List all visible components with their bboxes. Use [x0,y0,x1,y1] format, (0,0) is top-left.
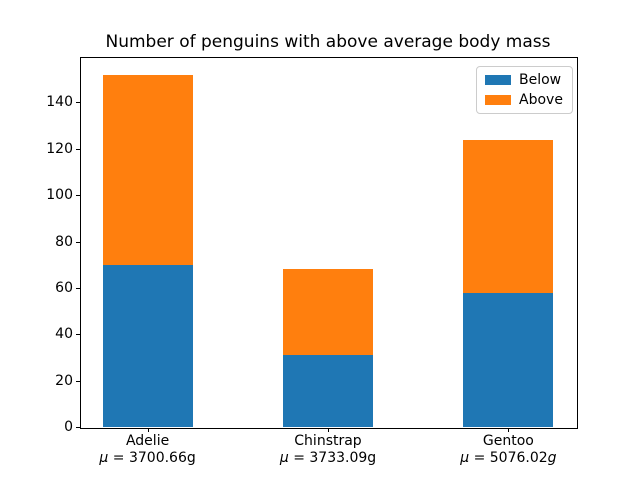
legend-label: Below [519,72,562,88]
y-tick-mark [76,102,80,104]
y-tick-mark [76,334,80,336]
y-tick-label: 40 [55,326,73,343]
y-tick-label: 80 [55,233,73,250]
y-tick-label: 140 [46,94,73,111]
category-name: Gentoo [482,433,534,449]
legend-label: Above [519,92,563,108]
bar-gentoo-above [463,139,554,293]
category-mean-label: μ = 3733.09g [279,450,377,466]
y-tick-mark [76,195,80,197]
bar-adelie-above [102,74,193,265]
legend-swatch-above [485,95,511,105]
y-tick-label: 0 [64,419,73,435]
legend-item-above: Above [485,92,563,108]
category-mean-label: μ = 5076.02g [460,450,557,466]
x-tick-label-adelie: Adelie μ = 3700.66g [38,433,258,467]
y-tick-mark [76,287,80,289]
bar-gentoo-below [463,292,554,427]
x-tick-label-chinstrap: Chinstrap μ = 3733.09g [218,433,438,467]
bar-chinstrap-above [282,269,374,356]
x-tick-mark [328,428,329,432]
x-tick-mark [147,428,149,432]
legend-item-below: Below [485,72,563,88]
x-tick-label-gentoo: Gentoo μ = 5076.02g [398,433,618,467]
y-tick-mark [76,380,80,382]
category-name: Chinstrap [294,433,362,449]
category-name: Adelie [125,433,170,449]
bar-chinstrap-below [282,355,374,427]
chart-title: Number of penguins with above average bo… [105,32,551,52]
y-tick-mark [76,148,80,150]
bar-adelie-below [102,264,193,427]
y-tick-label: 120 [46,140,73,157]
y-tick-label: 100 [46,187,73,204]
x-tick-mark [508,428,510,432]
legend: Below Above [476,66,573,114]
y-tick-mark [76,241,80,243]
legend-swatch-below [485,75,511,85]
y-tick-mark [76,427,80,428]
category-mean-label: μ = 3700.66g [99,450,196,466]
y-tick-label: 20 [55,372,73,389]
y-tick-label: 60 [55,279,73,296]
